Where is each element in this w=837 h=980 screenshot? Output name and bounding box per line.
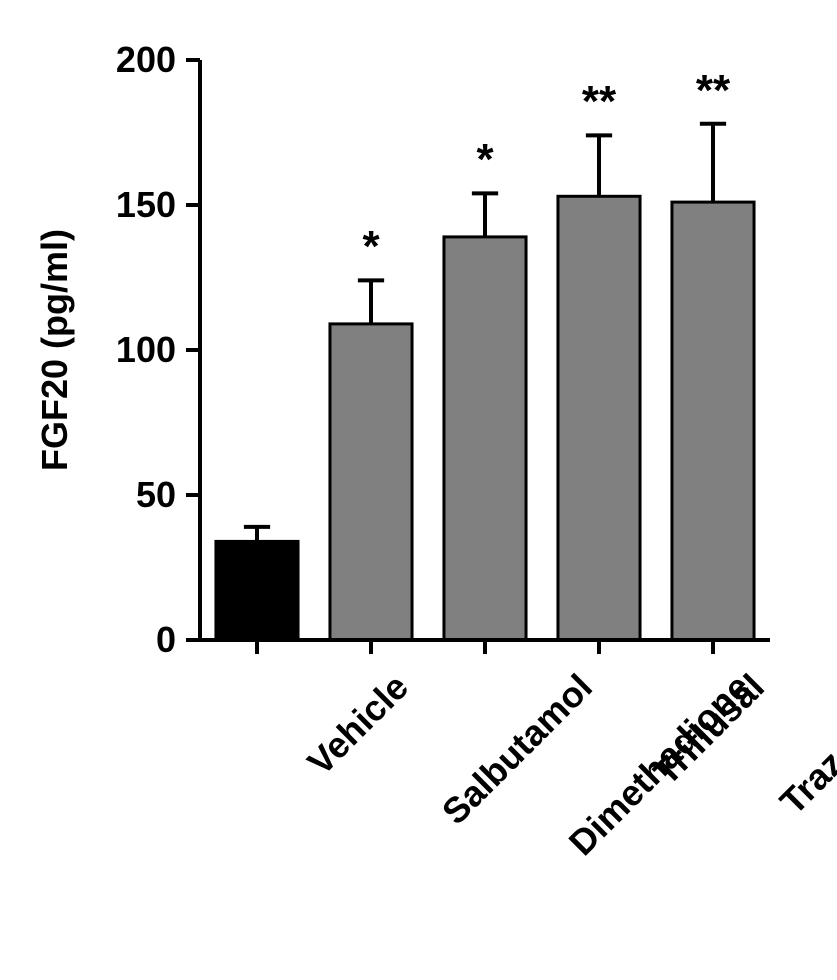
significance-marker: * <box>476 135 493 185</box>
significance-marker: ** <box>696 66 730 116</box>
bar <box>330 324 412 640</box>
bar <box>558 196 640 640</box>
y-tick-label: 100 <box>116 329 176 371</box>
bar <box>444 237 526 640</box>
bar <box>216 541 298 640</box>
bar <box>672 202 754 640</box>
y-tick-label: 200 <box>116 39 176 81</box>
fgf20-bar-chart: 050100150200Vehicle*Salbutamol*Dimethadi… <box>0 0 837 980</box>
significance-marker: * <box>362 222 379 272</box>
y-tick-label: 0 <box>156 619 176 661</box>
y-tick-label: 150 <box>116 184 176 226</box>
chart-svg <box>0 0 837 980</box>
y-tick-label: 50 <box>136 474 176 516</box>
y-axis-label: FGF20 (pg/ml) <box>34 229 76 471</box>
significance-marker: ** <box>582 77 616 127</box>
